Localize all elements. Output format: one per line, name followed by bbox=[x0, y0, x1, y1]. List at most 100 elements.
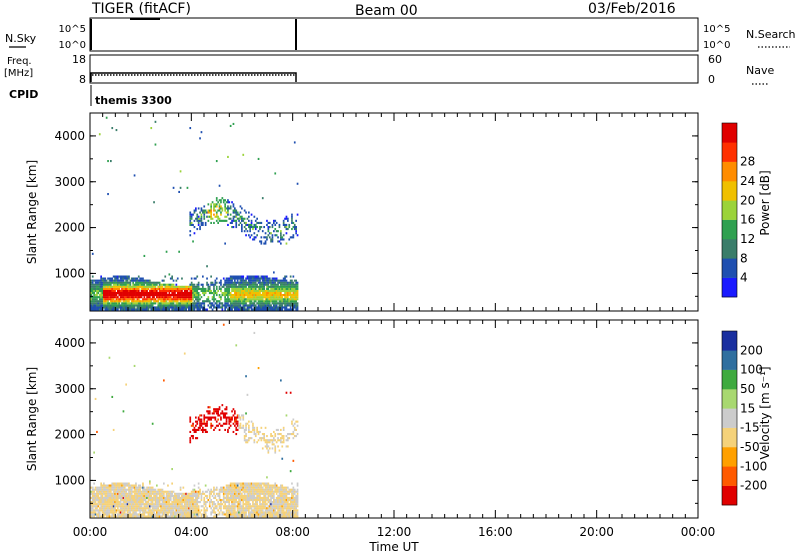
power-cell bbox=[277, 230, 279, 233]
nave-tick-top: 60 bbox=[708, 53, 722, 66]
velocity-cell bbox=[280, 507, 282, 510]
velocity-cell bbox=[140, 515, 143, 518]
velocity-cell bbox=[263, 513, 265, 516]
velocity-cell bbox=[139, 515, 141, 518]
velocity-cell bbox=[175, 515, 178, 518]
power-cell bbox=[234, 298, 236, 301]
velocity-cell bbox=[107, 513, 109, 516]
velocity-cell bbox=[273, 499, 275, 502]
velocity-cell bbox=[167, 492, 169, 495]
velocity-cell bbox=[199, 422, 201, 425]
power-cell bbox=[268, 292, 271, 295]
velocity-cell bbox=[119, 503, 122, 506]
velocity-cell bbox=[285, 507, 288, 510]
power-cell bbox=[211, 201, 214, 204]
power-cell bbox=[273, 300, 275, 303]
power-cell bbox=[263, 236, 265, 239]
power-cell bbox=[235, 289, 238, 292]
power-cell bbox=[214, 298, 217, 301]
power-cell bbox=[174, 298, 176, 301]
velocity-cell bbox=[183, 352, 186, 355]
power-cell bbox=[144, 292, 147, 295]
power-cell bbox=[271, 277, 274, 280]
velocity-cell bbox=[192, 515, 194, 518]
velocity-cell bbox=[195, 501, 197, 504]
velocity-cell bbox=[111, 482, 114, 485]
power-cell bbox=[266, 287, 268, 290]
power-cell bbox=[143, 306, 146, 309]
velocity-cell bbox=[254, 499, 257, 502]
power-cell bbox=[253, 294, 256, 297]
power-cell bbox=[270, 304, 272, 307]
velocity-cell bbox=[202, 428, 204, 431]
velocity-cell bbox=[129, 511, 132, 514]
power-cell bbox=[151, 285, 154, 288]
velocity-cell bbox=[161, 499, 164, 502]
power-cell bbox=[182, 292, 185, 295]
power-cell bbox=[248, 296, 250, 299]
velocity-cell bbox=[140, 492, 143, 495]
velocity-cell bbox=[266, 511, 268, 514]
power-cell bbox=[136, 281, 139, 284]
velocity-cell bbox=[281, 515, 284, 518]
velocity-cell bbox=[242, 488, 245, 491]
power-cell bbox=[117, 287, 119, 290]
velocity-cell bbox=[192, 437, 194, 440]
power-cell bbox=[186, 300, 189, 303]
velocity-cell bbox=[147, 509, 150, 512]
power-cell bbox=[245, 234, 247, 237]
power-cell bbox=[169, 285, 172, 288]
power-cell bbox=[206, 300, 208, 303]
power-cell bbox=[232, 203, 235, 206]
power-cell bbox=[96, 302, 98, 305]
power-cell bbox=[91, 287, 94, 290]
power-cell bbox=[195, 285, 197, 288]
power-cell bbox=[179, 287, 182, 290]
power-cell bbox=[199, 226, 201, 229]
velocity-cell bbox=[221, 424, 224, 427]
power-cell bbox=[160, 283, 162, 286]
velocity-cell bbox=[139, 492, 141, 495]
velocity-cell bbox=[263, 488, 265, 491]
velocity-cell bbox=[231, 416, 233, 419]
velocity-cell bbox=[211, 424, 214, 427]
power-cell bbox=[280, 298, 282, 301]
power-cell bbox=[199, 308, 201, 311]
velocity-cell bbox=[204, 484, 207, 487]
power-cell bbox=[246, 298, 249, 301]
power-cell bbox=[111, 289, 114, 292]
velocity-cell bbox=[146, 515, 148, 518]
velocity-cell bbox=[107, 484, 109, 487]
power-cell bbox=[163, 296, 165, 299]
velocity-cell bbox=[137, 509, 140, 512]
velocity-cell bbox=[160, 503, 162, 506]
velocity-cell bbox=[163, 379, 165, 382]
power-cell bbox=[196, 215, 199, 218]
power-cell bbox=[168, 302, 171, 305]
power-cell bbox=[125, 279, 127, 282]
velocity-cell bbox=[246, 499, 249, 502]
power-cell bbox=[190, 215, 193, 218]
velocity-cell bbox=[128, 490, 130, 493]
power-cell bbox=[105, 306, 108, 309]
velocity-cell bbox=[289, 470, 292, 473]
power-cell bbox=[161, 296, 164, 299]
power-cell bbox=[241, 287, 243, 290]
power-cell bbox=[112, 281, 115, 284]
velocity-cell bbox=[188, 494, 190, 497]
velocity-cell bbox=[119, 501, 122, 504]
velocity-cell bbox=[153, 492, 155, 495]
velocity-cell bbox=[274, 513, 277, 516]
velocity-cell bbox=[263, 494, 265, 497]
velocity-cell bbox=[260, 490, 263, 493]
power-cell bbox=[270, 306, 272, 309]
velocity-cell bbox=[260, 507, 263, 510]
velocity-cell bbox=[210, 499, 212, 502]
velocity-cell bbox=[90, 515, 93, 518]
power-cell bbox=[153, 300, 155, 303]
velocity-cell bbox=[211, 412, 214, 415]
power-cell bbox=[271, 234, 274, 237]
power-cell bbox=[183, 298, 186, 301]
power-cell bbox=[235, 223, 238, 226]
power-cell bbox=[190, 217, 193, 220]
